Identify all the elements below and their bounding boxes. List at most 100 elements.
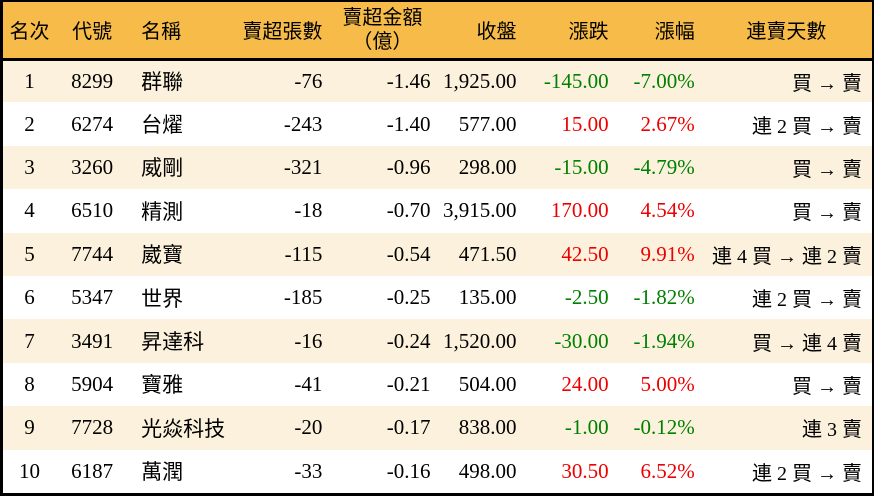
change-pct-cell: -1.82%	[633, 285, 695, 310]
change-pct-cell: 5.00%	[640, 371, 695, 396]
rank-cell: 2	[24, 111, 35, 136]
sell-amount-cell: -1.40	[386, 111, 431, 136]
sell-volume-cell: -321	[283, 154, 323, 179]
change-cell: -30.00	[554, 328, 609, 353]
code-cell: 8299	[71, 68, 114, 93]
table-row: 7 3491 昇達科 -16 -0.24 1,520.00 -30.00 -1.…	[3, 319, 872, 363]
close-cell: 1,925.00	[443, 68, 517, 93]
table-row: 10 6187 萬潤 -33 -0.16 498.00 30.50 6.52% …	[3, 449, 872, 493]
change-cell: 30.50	[561, 458, 609, 483]
sell-volume-cell: -16	[294, 328, 323, 353]
sell-amount-cell: -0.54	[386, 241, 431, 266]
name-cell: 昇達科	[141, 330, 205, 355]
sell-amount-cell: -0.70	[386, 198, 431, 223]
code-cell: 7744	[71, 241, 114, 266]
change-cell: 24.00	[561, 371, 609, 396]
table-row: 6 5347 世界 -185 -0.25 135.00 -2.50 -1.82%…	[3, 275, 872, 320]
sell-volume-cell: -115	[284, 241, 323, 266]
close-cell: 504.00	[458, 371, 517, 396]
sell-amount-cell: -0.24	[386, 328, 431, 353]
change-cell: -145.00	[543, 68, 609, 93]
change-cell: -15.00	[554, 154, 609, 179]
header-sell-volume: 賣超張數	[240, 2, 329, 61]
close-cell: 1,520.00	[443, 328, 517, 353]
sell-volume-cell: -18	[294, 198, 323, 223]
change-cell: 170.00	[550, 198, 609, 223]
sell-amount-cell: -0.16	[386, 458, 431, 483]
rank-cell: 6	[24, 285, 35, 310]
close-cell: 298.00	[458, 154, 517, 179]
sell-amount-cell: -0.25	[386, 285, 431, 310]
sell-volume-cell: -243	[283, 111, 323, 136]
change-pct-cell: -0.12%	[633, 415, 695, 440]
data-table: 名次 代號 名稱 賣超張數 賣超金額 （億） 收盤 漲跌 漲幅 連賣天數 1 8	[3, 2, 872, 493]
name-cell: 群聯	[141, 70, 184, 95]
change-pct-cell: -7.00%	[633, 68, 695, 93]
sell-amount-cell: -0.96	[386, 154, 431, 179]
streak-cell: 買 → 連 4 賣	[752, 332, 862, 355]
change-pct-cell: 9.91%	[640, 241, 695, 266]
name-cell: 寶雅	[141, 373, 184, 398]
table-row: 3 3260 威剛 -321 -0.96 298.00 -15.00 -4.79…	[3, 145, 872, 190]
name-cell: 威剛	[141, 156, 184, 181]
name-cell: 台燿	[141, 113, 184, 138]
streak-cell: 連 4 買 → 連 2 賣	[712, 245, 862, 268]
change-cell: 42.50	[561, 241, 609, 266]
header-sell-amount-line2: （億）	[352, 30, 413, 53]
sell-volume-cell: -76	[294, 68, 323, 93]
header-rank: 名次	[3, 2, 57, 61]
sell-volume-cell: -20	[294, 415, 323, 440]
rank-cell: 5	[24, 241, 35, 266]
streak-cell: 連 3 賣	[802, 419, 862, 442]
header-change-pct: 漲幅	[614, 2, 701, 61]
header-streak: 連賣天數	[700, 2, 872, 61]
header-close: 收盤	[436, 2, 523, 61]
close-cell: 135.00	[458, 285, 517, 310]
table-row: 1 8299 群聯 -76 -1.46 1,925.00 -145.00 -7.…	[3, 59, 872, 103]
streak-cell: 連 2 買 → 賣	[752, 462, 862, 485]
sell-volume-cell: -185	[283, 285, 323, 310]
close-cell: 838.00	[458, 415, 517, 440]
rank-cell: 4	[24, 198, 35, 223]
table-row: 2 6274 台燿 -243 -1.40 577.00 15.00 2.67% …	[3, 102, 872, 146]
name-cell: 萬潤	[141, 460, 184, 485]
close-cell: 498.00	[458, 458, 517, 483]
code-cell: 6510	[71, 198, 114, 223]
code-cell: 5347	[71, 285, 114, 310]
header-name: 名稱	[128, 2, 241, 61]
header-sell-amount-line1: 賣超金額	[342, 6, 423, 29]
name-cell: 光焱科技	[141, 416, 226, 441]
streak-cell: 買 → 賣	[792, 202, 862, 225]
rank-cell: 1	[24, 68, 35, 93]
change-cell: 15.00	[561, 111, 609, 136]
sell-amount-cell: -0.21	[386, 371, 431, 396]
rank-cell: 7	[24, 328, 35, 353]
sell-amount-cell: -0.17	[386, 415, 431, 440]
header-change: 漲跌	[522, 2, 615, 61]
change-pct-cell: -4.79%	[633, 154, 695, 179]
sell-volume-cell: -33	[294, 458, 323, 483]
sell-amount-cell: -1.46	[386, 68, 431, 93]
table-row: 8 5904 寶雅 -41 -0.21 504.00 24.00 5.00% 買…	[3, 362, 872, 407]
code-cell: 6187	[71, 458, 114, 483]
table-row: 4 6510 精測 -18 -0.70 3,915.00 170.00 4.54…	[3, 189, 872, 233]
rank-cell: 8	[24, 371, 35, 396]
code-cell: 5904	[71, 371, 114, 396]
table-row: 5 7744 崴寶 -115 -0.54 471.50 42.50 9.91% …	[3, 232, 872, 276]
streak-cell: 買 → 賣	[792, 72, 862, 95]
close-cell: 3,915.00	[443, 198, 517, 223]
code-cell: 7728	[71, 415, 114, 440]
name-cell: 精測	[141, 199, 184, 224]
table-row: 9 7728 光焱科技 -20 -0.17 838.00 -1.00 -0.12…	[3, 406, 872, 450]
name-cell: 崴寶	[141, 243, 184, 268]
rank-cell: 10	[19, 458, 41, 483]
change-pct-cell: 6.52%	[640, 458, 695, 483]
close-cell: 471.50	[458, 241, 517, 266]
header-sell-amount: 賣超金額 （億）	[328, 2, 437, 61]
streak-cell: 連 2 買 → 賣	[752, 289, 862, 312]
rank-cell: 9	[24, 415, 35, 440]
code-cell: 6274	[71, 111, 114, 136]
streak-cell: 買 → 賣	[792, 158, 862, 181]
header-row: 名次 代號 名稱 賣超張數 賣超金額 （億） 收盤 漲跌 漲幅 連賣天數	[3, 2, 872, 61]
